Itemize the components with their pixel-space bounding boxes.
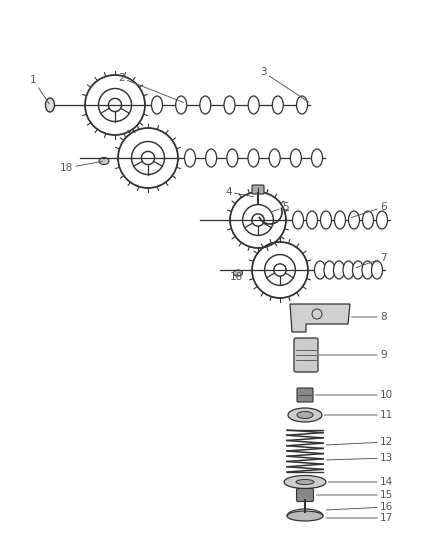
Ellipse shape [324, 261, 335, 279]
FancyBboxPatch shape [297, 388, 313, 402]
Text: 11: 11 [325, 410, 393, 420]
Polygon shape [290, 304, 350, 332]
Ellipse shape [248, 96, 259, 114]
Ellipse shape [227, 149, 238, 167]
Text: 10: 10 [315, 390, 393, 400]
Ellipse shape [99, 157, 109, 165]
Ellipse shape [335, 211, 346, 229]
Text: 9: 9 [319, 350, 387, 360]
Ellipse shape [371, 261, 382, 279]
Text: 1: 1 [30, 75, 49, 104]
Ellipse shape [269, 149, 280, 167]
FancyBboxPatch shape [294, 338, 318, 372]
Ellipse shape [353, 261, 364, 279]
Text: 17: 17 [326, 513, 393, 523]
Ellipse shape [290, 149, 301, 167]
Ellipse shape [362, 261, 373, 279]
Ellipse shape [297, 411, 313, 418]
Ellipse shape [297, 96, 307, 114]
Text: 6: 6 [351, 202, 387, 217]
Ellipse shape [46, 98, 54, 112]
Text: 4: 4 [225, 187, 254, 197]
Text: 5: 5 [272, 202, 289, 212]
Ellipse shape [176, 96, 187, 114]
Ellipse shape [343, 261, 354, 279]
Ellipse shape [296, 480, 314, 484]
Text: 15: 15 [316, 490, 393, 500]
Ellipse shape [377, 211, 388, 229]
Text: 12: 12 [326, 437, 393, 447]
FancyBboxPatch shape [252, 185, 264, 194]
Ellipse shape [363, 211, 374, 229]
Text: 18: 18 [60, 161, 102, 173]
Ellipse shape [206, 149, 217, 167]
Ellipse shape [287, 511, 323, 521]
Ellipse shape [321, 211, 332, 229]
Ellipse shape [314, 261, 325, 279]
Ellipse shape [284, 475, 326, 489]
Text: 2: 2 [118, 73, 184, 102]
Ellipse shape [152, 96, 162, 114]
Ellipse shape [288, 408, 322, 422]
Ellipse shape [311, 149, 322, 167]
Text: 13: 13 [326, 453, 393, 463]
Ellipse shape [233, 270, 243, 276]
Ellipse shape [307, 211, 318, 229]
Text: 7: 7 [356, 253, 387, 268]
Ellipse shape [248, 149, 259, 167]
Ellipse shape [200, 96, 211, 114]
Ellipse shape [333, 261, 345, 279]
Ellipse shape [224, 96, 235, 114]
Text: 14: 14 [328, 477, 393, 487]
Ellipse shape [184, 149, 195, 167]
Text: 8: 8 [351, 312, 387, 322]
Ellipse shape [272, 96, 283, 114]
Ellipse shape [293, 211, 304, 229]
Text: 18: 18 [230, 272, 243, 282]
FancyBboxPatch shape [297, 489, 314, 502]
Text: 16: 16 [326, 502, 393, 512]
Text: 3: 3 [260, 67, 309, 102]
Ellipse shape [349, 211, 360, 229]
